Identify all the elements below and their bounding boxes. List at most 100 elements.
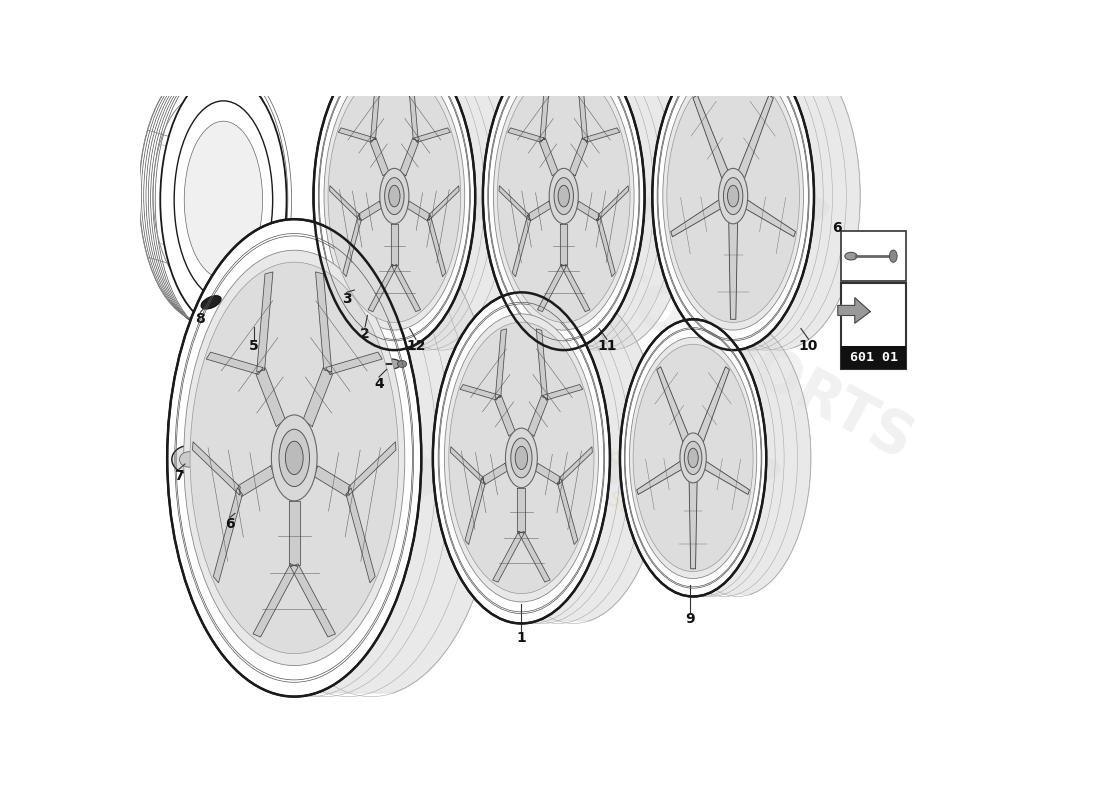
Polygon shape: [578, 76, 587, 141]
Polygon shape: [513, 215, 531, 277]
Polygon shape: [537, 295, 662, 621]
Polygon shape: [482, 463, 507, 485]
Polygon shape: [253, 564, 298, 637]
Polygon shape: [429, 186, 459, 220]
Ellipse shape: [554, 178, 573, 214]
Polygon shape: [415, 128, 450, 142]
Ellipse shape: [497, 70, 630, 322]
Polygon shape: [408, 45, 521, 348]
Polygon shape: [451, 446, 484, 484]
Polygon shape: [537, 329, 548, 398]
Ellipse shape: [680, 433, 706, 483]
Ellipse shape: [272, 415, 317, 501]
Text: 12: 12: [406, 339, 426, 354]
Text: 10: 10: [799, 339, 818, 354]
Ellipse shape: [201, 296, 221, 309]
Text: 1: 1: [517, 631, 526, 645]
Polygon shape: [637, 461, 684, 494]
Polygon shape: [359, 202, 382, 221]
Ellipse shape: [179, 452, 198, 467]
Polygon shape: [495, 329, 506, 398]
Text: 601 01: 601 01: [849, 351, 898, 364]
Polygon shape: [427, 215, 446, 277]
Ellipse shape: [370, 308, 376, 312]
Ellipse shape: [161, 73, 286, 327]
Polygon shape: [400, 138, 419, 176]
Ellipse shape: [172, 446, 206, 474]
Polygon shape: [343, 215, 362, 277]
Ellipse shape: [188, 441, 447, 513]
Polygon shape: [317, 223, 498, 693]
Polygon shape: [288, 501, 300, 566]
Polygon shape: [370, 138, 388, 176]
Ellipse shape: [629, 338, 757, 578]
Text: 3: 3: [342, 292, 351, 306]
Polygon shape: [499, 186, 529, 220]
Polygon shape: [304, 368, 332, 426]
Ellipse shape: [314, 42, 475, 350]
Text: AUTOSPORTS: AUTOSPORTS: [509, 214, 923, 470]
Text: 8: 8: [196, 312, 206, 326]
Polygon shape: [584, 128, 619, 142]
Ellipse shape: [382, 359, 400, 369]
Polygon shape: [838, 298, 870, 323]
Polygon shape: [517, 488, 526, 532]
Polygon shape: [407, 202, 430, 221]
Ellipse shape: [652, 42, 814, 350]
Ellipse shape: [444, 314, 598, 602]
Text: 7: 7: [174, 470, 184, 483]
Polygon shape: [326, 352, 382, 374]
Polygon shape: [737, 95, 773, 180]
Ellipse shape: [515, 446, 528, 470]
Polygon shape: [408, 76, 418, 141]
Polygon shape: [465, 478, 485, 545]
Polygon shape: [561, 265, 590, 312]
Polygon shape: [728, 219, 738, 319]
Polygon shape: [560, 224, 568, 266]
Text: 11: 11: [597, 339, 617, 354]
Polygon shape: [558, 478, 578, 545]
Polygon shape: [330, 186, 360, 220]
Polygon shape: [192, 442, 240, 495]
Ellipse shape: [328, 70, 461, 322]
Ellipse shape: [447, 446, 627, 496]
Ellipse shape: [227, 495, 254, 517]
Ellipse shape: [385, 178, 404, 214]
Polygon shape: [371, 76, 381, 141]
Ellipse shape: [634, 344, 754, 571]
Polygon shape: [256, 368, 285, 426]
Ellipse shape: [663, 62, 803, 330]
Ellipse shape: [549, 168, 579, 224]
Polygon shape: [596, 215, 615, 277]
Ellipse shape: [185, 121, 263, 278]
Polygon shape: [536, 463, 561, 485]
Ellipse shape: [190, 262, 398, 654]
Ellipse shape: [483, 42, 645, 350]
Polygon shape: [213, 488, 242, 582]
Ellipse shape: [845, 252, 857, 260]
Polygon shape: [392, 265, 420, 312]
Polygon shape: [657, 366, 690, 443]
Ellipse shape: [233, 499, 249, 512]
Ellipse shape: [494, 62, 634, 330]
Ellipse shape: [664, 186, 829, 231]
Polygon shape: [598, 186, 628, 220]
Ellipse shape: [688, 448, 698, 468]
Polygon shape: [576, 202, 600, 221]
Polygon shape: [693, 95, 729, 180]
Polygon shape: [238, 466, 274, 497]
Ellipse shape: [506, 428, 537, 488]
Polygon shape: [559, 446, 592, 484]
Ellipse shape: [184, 250, 405, 666]
Ellipse shape: [684, 442, 702, 474]
Bar: [842, 230, 906, 281]
Ellipse shape: [558, 186, 570, 207]
Polygon shape: [747, 45, 860, 348]
Ellipse shape: [727, 186, 739, 207]
Polygon shape: [528, 202, 551, 221]
Text: 5: 5: [250, 339, 260, 354]
Polygon shape: [519, 531, 550, 582]
Ellipse shape: [495, 186, 660, 231]
Polygon shape: [368, 265, 397, 312]
Ellipse shape: [167, 219, 421, 697]
